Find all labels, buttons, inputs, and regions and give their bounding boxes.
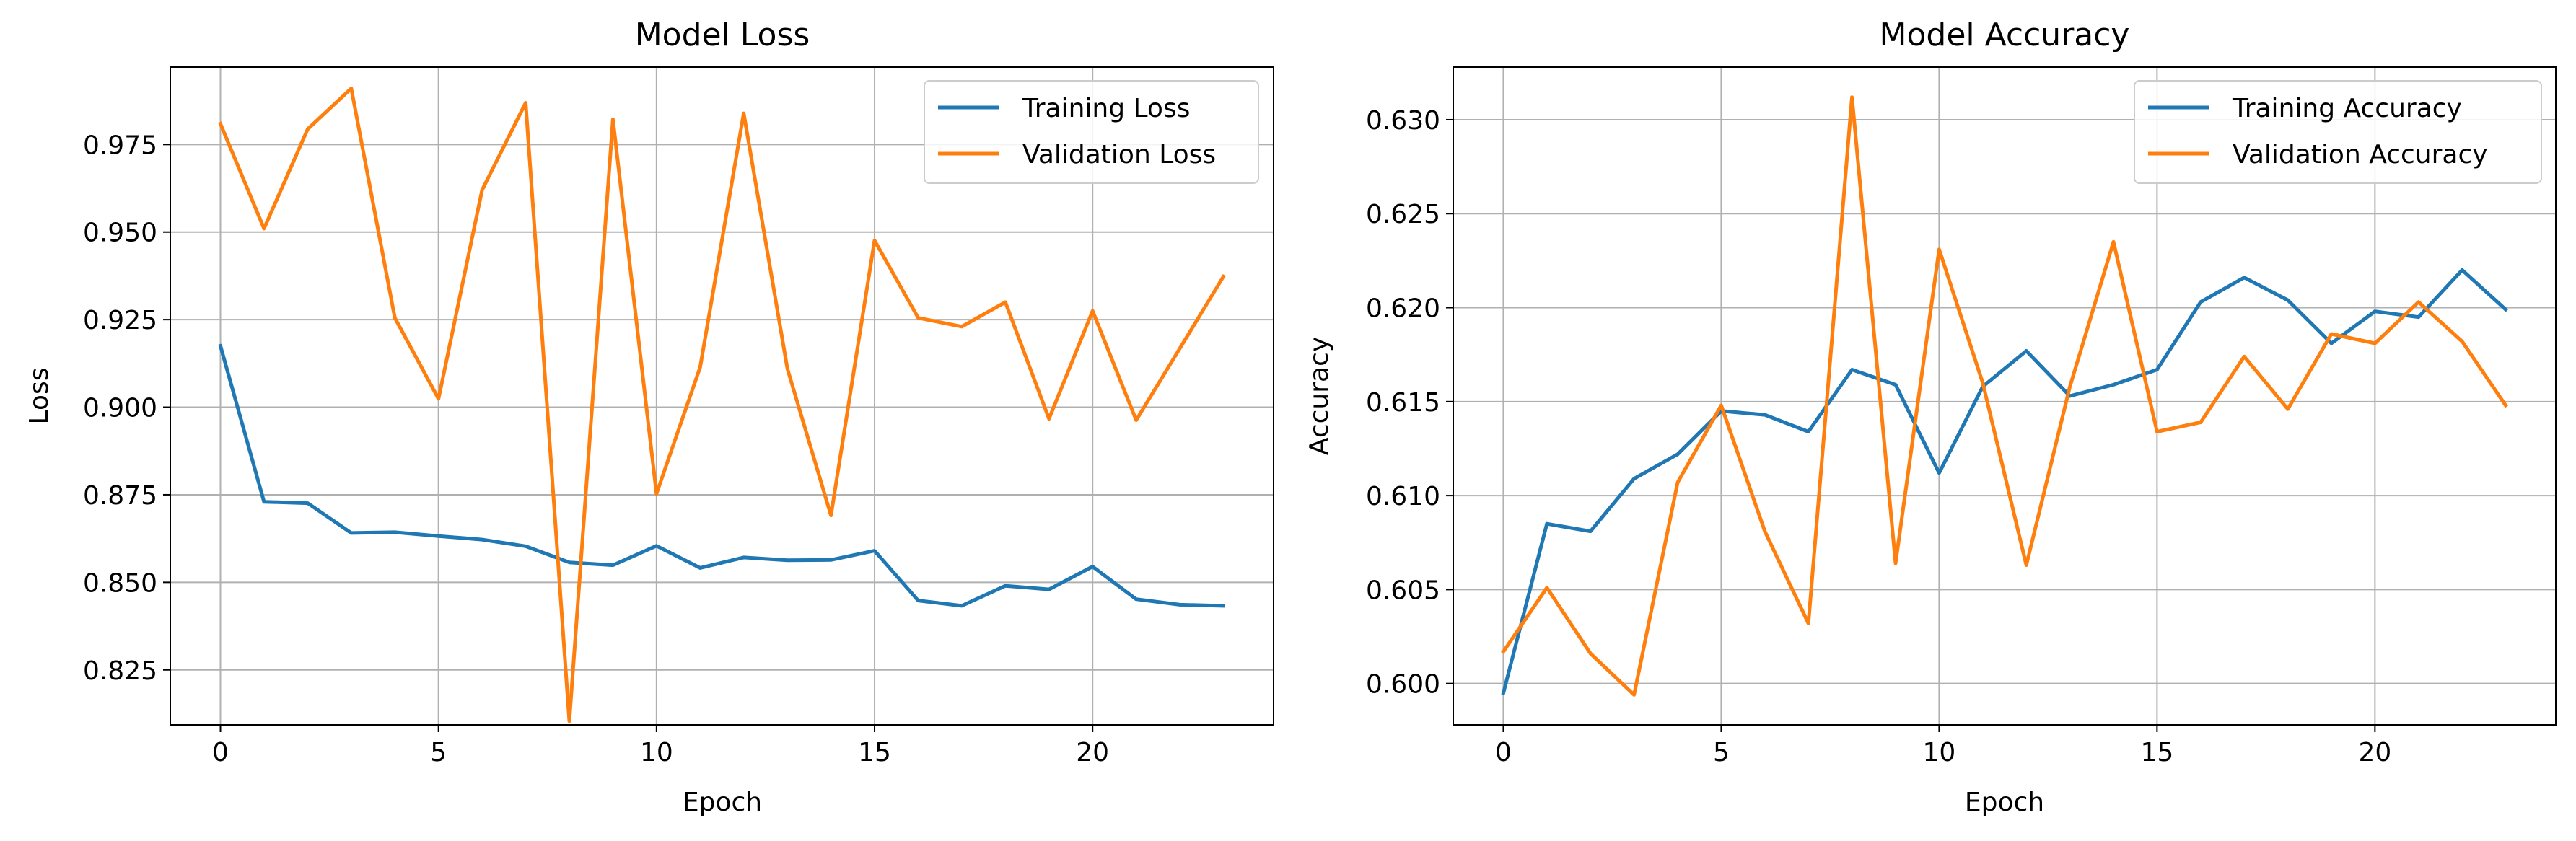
loss-y-tick-label: 0.875 — [83, 481, 157, 511]
loss-legend-label-validation: Validation Loss — [1022, 140, 1216, 169]
loss-series-lines — [218, 87, 1226, 723]
accuracy-y-tick-label: 0.625 — [1366, 200, 1440, 229]
loss-x-tick-label: 5 — [430, 738, 447, 767]
loss-series-validation-loss — [218, 87, 1226, 723]
accuracy-gridlines — [1453, 67, 2556, 725]
loss-x-tick-label: 20 — [1076, 738, 1109, 767]
loss-chart-title: Model Loss — [635, 17, 810, 53]
loss-y-ticks: 0.825 0.850 0.875 0.900 0.925 0.950 0.975 — [83, 131, 170, 686]
loss-x-tick-label: 15 — [858, 738, 891, 767]
loss-legend: Training Loss Validation Loss — [924, 80, 1259, 184]
accuracy-x-axis-label: Epoch — [1965, 788, 2044, 817]
accuracy-x-tick-label: 5 — [1713, 738, 1730, 767]
accuracy-series-lines — [1501, 95, 2509, 697]
accuracy-x-tick-label: 20 — [2358, 738, 2391, 767]
accuracy-legend: Training Accuracy Validation Accuracy — [2134, 80, 2542, 184]
loss-x-axis-label: Epoch — [683, 788, 762, 817]
loss-y-axis-label: Loss — [25, 368, 54, 425]
loss-x-tick-label: 0 — [212, 738, 229, 767]
accuracy-y-tick-label: 0.610 — [1366, 482, 1440, 511]
loss-legend-box — [924, 80, 1259, 184]
loss-plot-frame — [170, 66, 1274, 726]
accuracy-y-tick-label: 0.605 — [1366, 576, 1440, 605]
accuracy-plot-frame — [1453, 66, 2557, 726]
accuracy-legend-box — [2134, 80, 2542, 184]
loss-x-tick-label: 10 — [640, 738, 673, 767]
loss-y-tick-label: 0.825 — [83, 656, 157, 686]
loss-chart-panel: Model Loss 0 5 10 15 20 0.825 0.850 0.875 0.900… — [25, 17, 1274, 817]
loss-legend-label-training: Training Loss — [1022, 94, 1190, 123]
accuracy-y-tick-label: 0.620 — [1366, 294, 1440, 324]
accuracy-chart-title: Model Accuracy — [1880, 17, 2130, 53]
accuracy-y-axis-label: Accuracy — [1305, 337, 1334, 455]
accuracy-x-tick-label: 10 — [1923, 738, 1956, 767]
accuracy-y-tick-label: 0.630 — [1366, 106, 1440, 136]
loss-y-tick-label: 0.925 — [83, 306, 157, 335]
loss-x-ticks: 0 5 10 15 20 — [212, 725, 1109, 767]
accuracy-chart-panel: Model Accuracy 0 5 10 15 20 0.6000.6050.6100… — [1305, 17, 2557, 817]
accuracy-legend-label-training: Training Accuracy — [2232, 94, 2462, 123]
accuracy-legend-label-validation: Validation Accuracy — [2233, 140, 2488, 169]
accuracy-x-ticks: 0 5 10 15 20 — [1495, 725, 2391, 767]
loss-series-training-loss — [218, 343, 1226, 608]
accuracy-series-validation-accuracy — [1501, 95, 2508, 697]
accuracy-series-training-accuracy — [1501, 268, 2509, 695]
loss-y-tick-label: 0.950 — [83, 219, 157, 248]
accuracy-y-ticks: 0.600 0.605 0.610 0.615 0.620 0.625 0.630 — [1366, 106, 1453, 700]
loss-y-tick-label: 0.900 — [83, 394, 157, 423]
accuracy-x-tick-label: 15 — [2140, 738, 2173, 767]
accuracy-x-tick-label: 0 — [1495, 738, 1512, 767]
loss-y-tick-label: 0.975 — [83, 131, 157, 160]
accuracy-y-tick-label: 0.615 — [1366, 388, 1440, 418]
accuracy-y-tick-label: 0.600 — [1366, 670, 1440, 700]
loss-y-tick-label: 0.850 — [83, 568, 157, 598]
